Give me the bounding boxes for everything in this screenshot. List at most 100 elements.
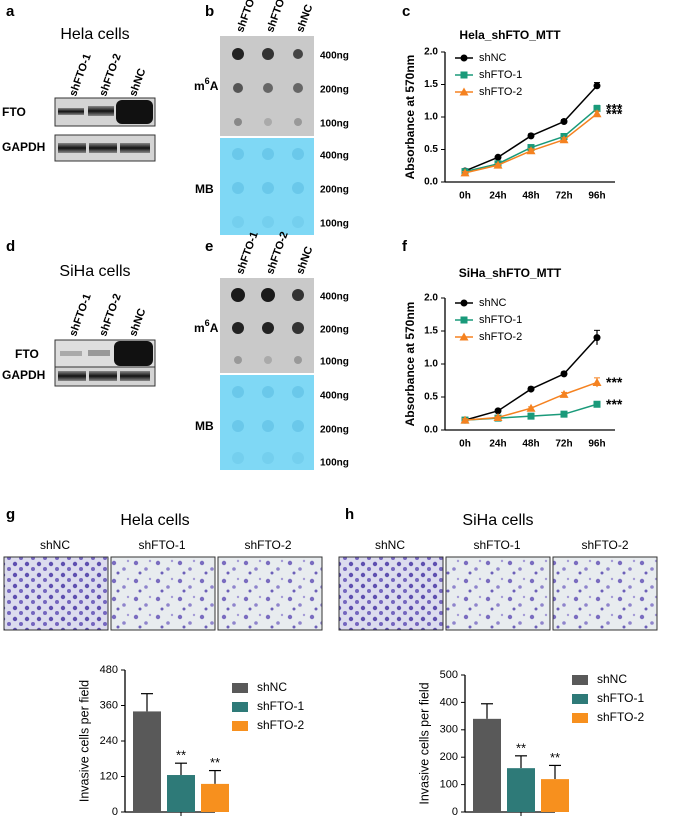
legend-label: shFTO-2 [479,331,522,343]
y-tick-label: 0 [112,806,118,818]
y-tick-label: 0.5 [424,144,438,155]
y-axis-label: Invasive cells per field [77,680,91,802]
significance: *** [606,374,623,390]
amount-label: 200ng [320,185,349,196]
x-tick-label: 24h [489,191,506,202]
lane-label: shFTO-1 [234,230,260,276]
bar [507,768,535,812]
lane-label: shFTO-1 [67,52,93,98]
row-label: GAPDH [2,368,45,382]
y-tick-label: 100 [440,779,458,791]
image-label: shNC [375,538,405,552]
amount-label: 400ng [320,51,349,62]
legend-label: shNC [597,672,627,686]
lane-label: shNC [294,245,315,276]
y-tick-label: 0.0 [424,425,438,436]
marker [460,415,470,424]
y-tick-label: 360 [100,699,118,711]
bar [201,783,229,812]
marker [526,403,536,412]
marker [593,105,601,113]
heading: Hela cells [60,26,129,43]
row-label: FTO [15,347,39,361]
amount-label: 100ng [320,219,349,230]
y-tick-label: 1.5 [424,326,438,337]
series-line [464,113,598,174]
legend-marker [459,332,469,341]
heading: SiHa cells [59,263,130,280]
panel-letter: h [345,506,354,523]
marker [494,153,502,161]
panel-letter: b [205,3,214,20]
lane-label: shFTO-2 [97,292,123,338]
micrograph [338,556,444,631]
legend-label: shFTO-1 [479,314,522,326]
legend-swatch [232,702,248,712]
lane-label: shFTO-2 [264,0,290,34]
marker [527,412,535,420]
panel-letter: a [6,3,15,20]
x-tick-label: 0h [459,191,471,202]
amount-label: 100ng [320,357,349,368]
micrograph [445,556,551,631]
series-line [464,85,598,172]
marker [560,118,568,126]
y-tick-label: 240 [100,735,118,747]
x-tick-label: 24h [489,439,506,450]
amount-label: 200ng [320,85,349,96]
lane-label: shNC [294,3,315,34]
bar [133,711,161,812]
y-tick-label: 1.0 [424,359,438,370]
marker [494,407,502,415]
western-blot [54,97,156,162]
marker [460,168,470,177]
marker [527,385,535,393]
m6a-part: m [194,79,205,93]
image-label: shNC [40,538,70,552]
heading: SiHa cells [462,512,533,529]
row-label: m6A [194,318,219,335]
row-label: GAPDH [2,140,45,154]
x-tick-label: 0h [459,439,471,450]
micrograph [3,556,109,631]
lane-label: shFTO-2 [97,52,123,98]
significance: ** [516,740,526,755]
legend-swatch [572,675,588,685]
significance: ** [550,750,560,765]
significance: *** [606,396,623,412]
marker [593,334,601,342]
lane-label: shFTO-1 [67,292,93,338]
panel-letter: c [402,3,410,20]
y-tick-label: 500 [440,669,458,681]
chart-title: Hela_shFTO_MTT [459,28,561,42]
marker [560,410,568,418]
image-label: shFTO-2 [244,538,291,552]
lane-label: shFTO-2 [264,230,290,276]
amount-label: 200ng [320,425,349,436]
row-label: MB [195,419,214,433]
dot-blot [220,278,314,470]
m6a-part: 6 [205,318,210,328]
m6a-part: A [210,79,219,93]
lane-label: shFTO-1 [234,0,260,34]
x-tick-label: 72h [555,191,572,202]
x-tick-label: 72h [555,439,572,450]
y-axis-label: Invasive cells per field [417,682,431,804]
heading: Hela cells [120,512,189,529]
marker [526,146,536,155]
bar [541,779,569,812]
legend-swatch [232,683,248,693]
significance: ** [210,755,220,770]
legend-label: shFTO-2 [597,710,644,724]
y-tick-label: 400 [440,696,458,708]
marker [559,135,569,144]
y-tick-label: 120 [100,770,118,782]
micrograph [110,556,216,631]
legend-label: shFTO-1 [479,69,522,81]
chart-title: SiHa_shFTO_MTT [459,266,562,280]
legend-label: shNC [479,52,507,64]
amount-label: 400ng [320,292,349,303]
y-tick-label: 2.0 [424,47,438,58]
y-tick-label: 480 [100,664,118,676]
